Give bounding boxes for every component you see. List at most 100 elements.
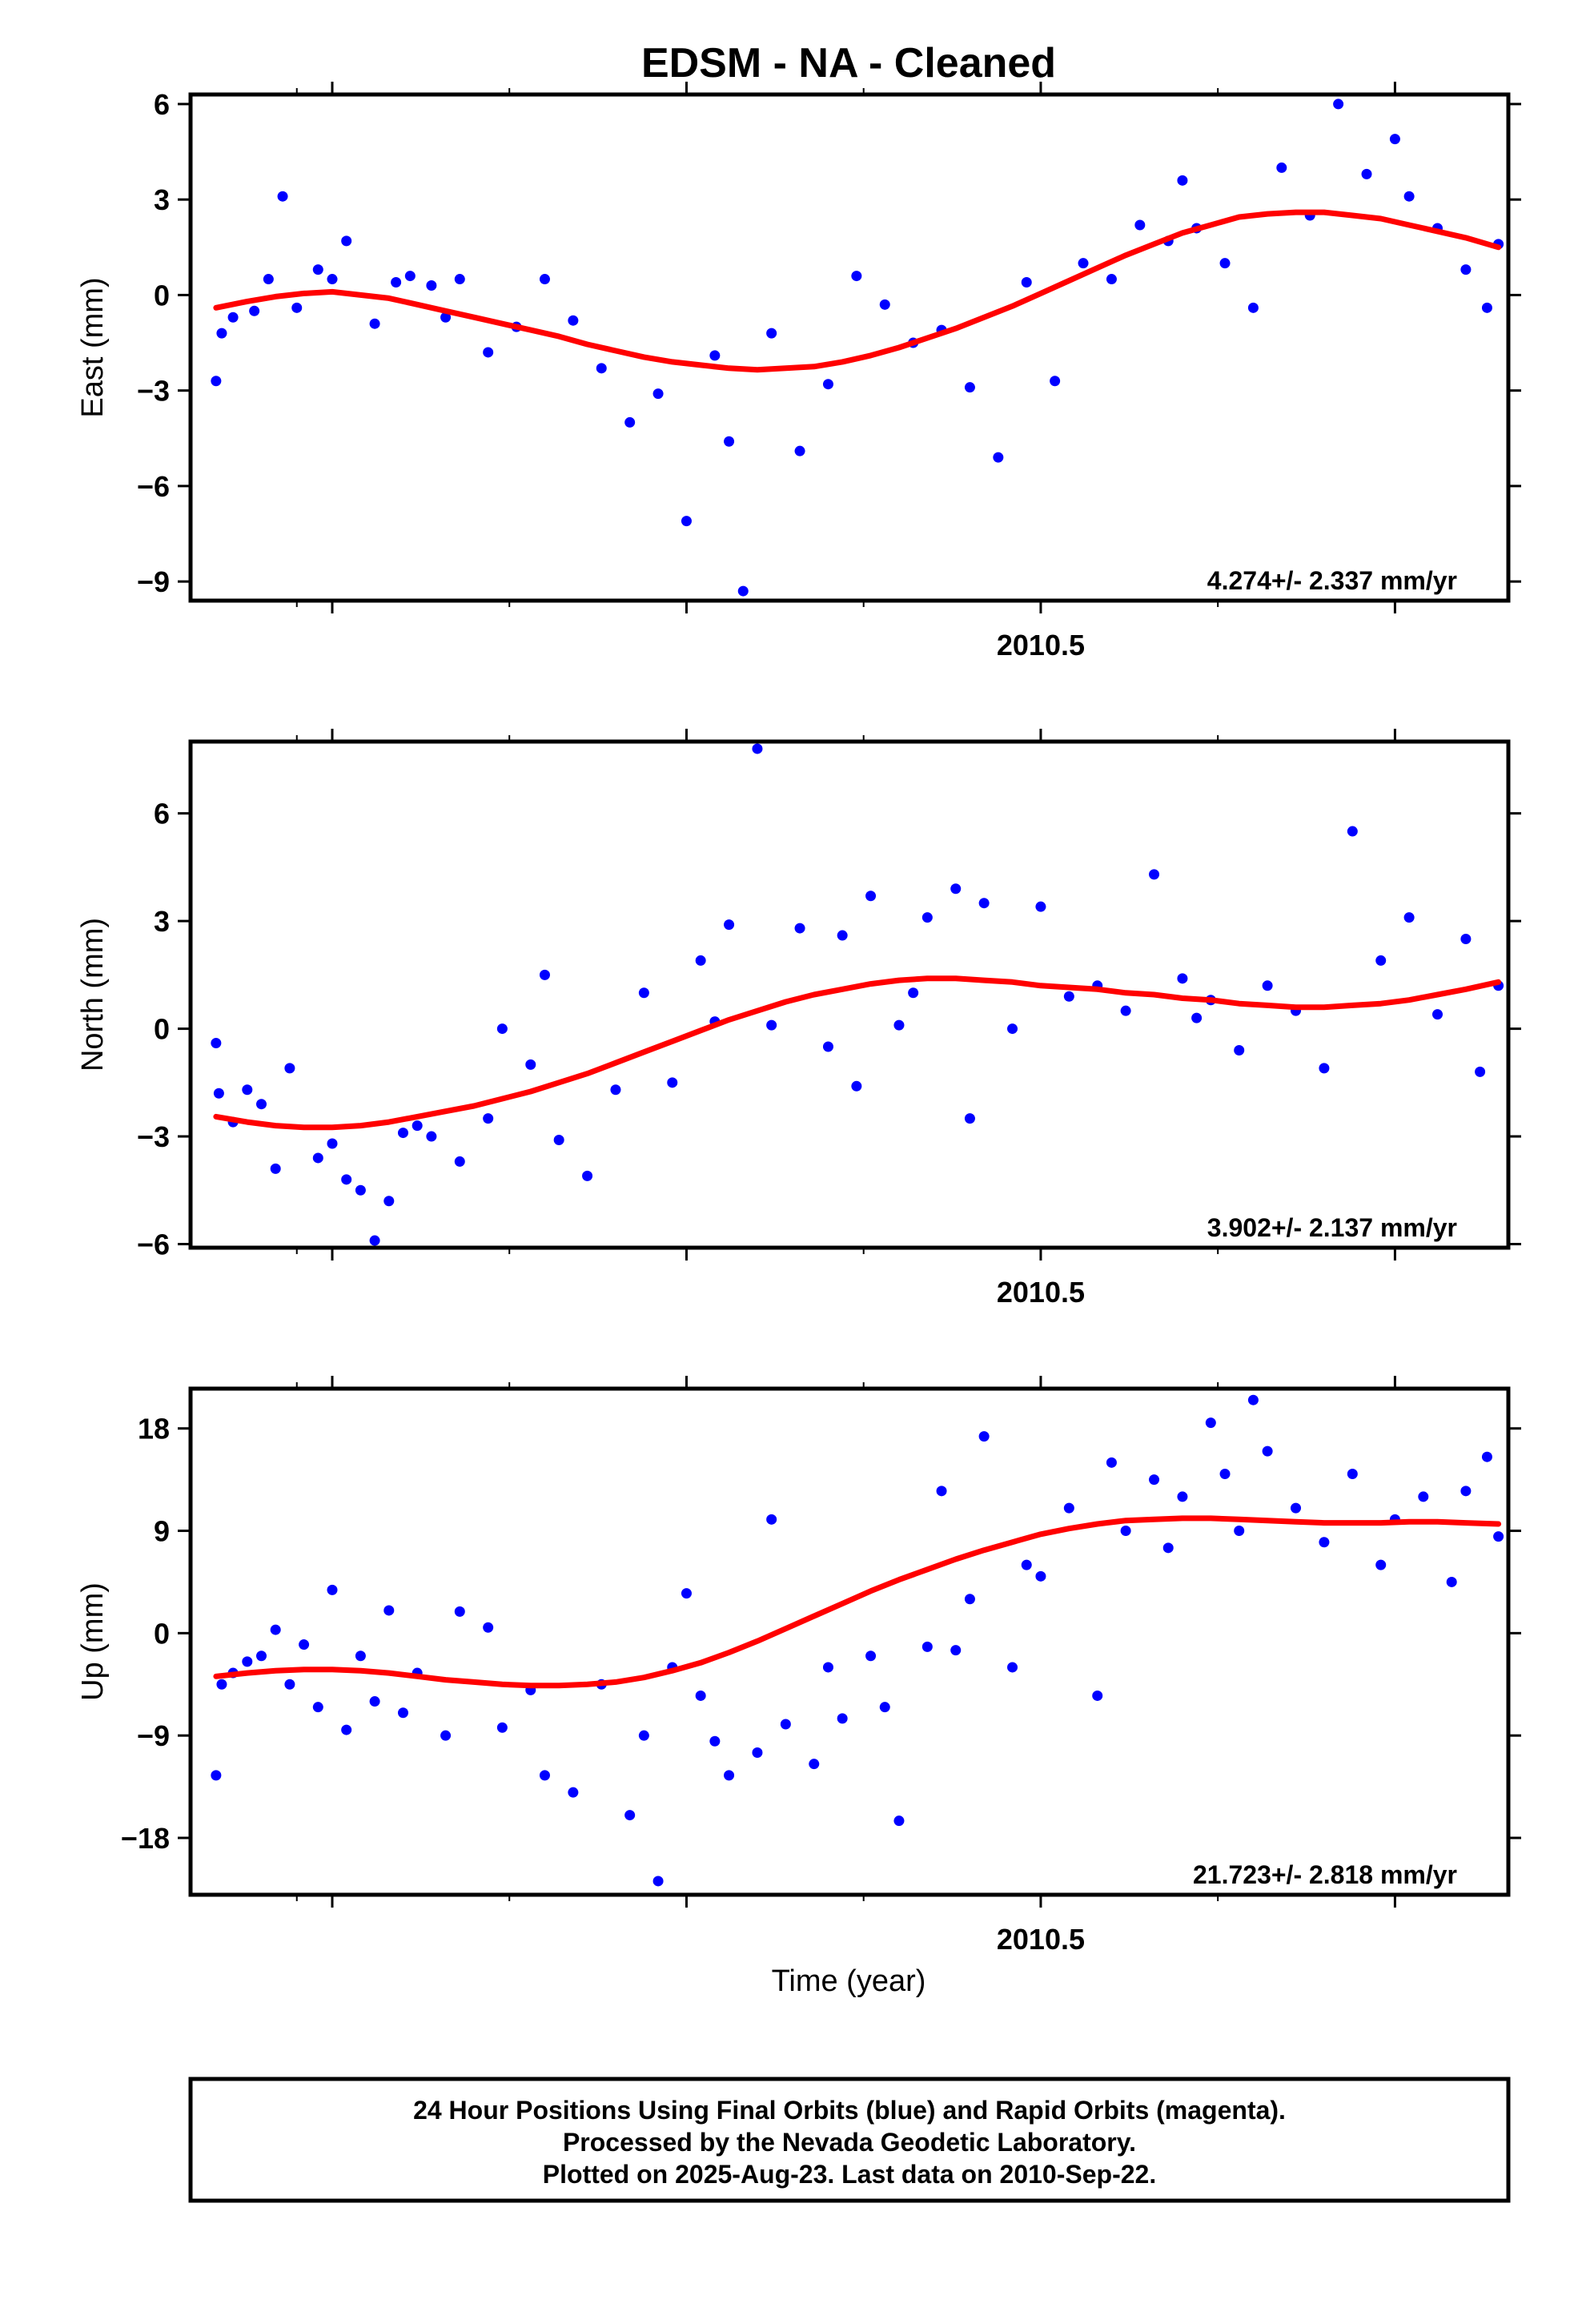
data-point [978, 1431, 990, 1442]
data-point [291, 302, 303, 313]
data-point [978, 898, 990, 909]
north-panel: −6 −3 0 3 6 2010.5 North (mm) 3.902+/- 2.137 mm… [76, 729, 1521, 1309]
data-point [1134, 219, 1146, 231]
data-point [1149, 1474, 1160, 1486]
data-point [1475, 1066, 1486, 1077]
data-point [496, 1722, 508, 1733]
data-point [709, 1735, 721, 1747]
velocity-rate-label: 4.274+/- 2.337 mm/yr [1207, 566, 1457, 595]
x-tick-label: 2010.5 [997, 629, 1085, 661]
data-point [766, 1514, 777, 1525]
data-point [213, 1088, 224, 1099]
data-point [277, 191, 288, 202]
data-point [695, 1690, 706, 1701]
data-point [227, 312, 239, 323]
data-point [249, 305, 260, 316]
data-point [724, 919, 735, 931]
data-point [1460, 934, 1472, 945]
data-point [1460, 1486, 1472, 1497]
data-point [667, 1077, 678, 1088]
y-axis-label: Up (mm) [76, 1582, 110, 1701]
data-point [341, 235, 352, 247]
data-point [1162, 1542, 1174, 1554]
data-point [1389, 134, 1400, 145]
data-point [1092, 1690, 1103, 1701]
data-point [695, 955, 706, 966]
y-axis-label: North (mm) [76, 918, 110, 1072]
data-point [1481, 302, 1492, 313]
data-point [780, 1719, 791, 1730]
data-point [809, 1759, 820, 1770]
data-point [1234, 1044, 1245, 1055]
data-point [837, 1713, 848, 1724]
footer-line-3: Plotted on 2025-Aug-23. Last data on 201… [543, 2160, 1156, 2189]
data-point [284, 1063, 295, 1074]
data-point [1177, 175, 1188, 186]
y-tick-label: −6 [137, 470, 170, 503]
data-point [211, 1038, 222, 1049]
data-point [851, 1080, 862, 1092]
data-point [964, 1594, 975, 1605]
data-point [440, 312, 452, 323]
data-point [216, 328, 227, 339]
data-point [1276, 162, 1287, 173]
data-point [496, 1023, 508, 1035]
data-point [1063, 991, 1074, 1002]
y-axis-label: East (mm) [76, 277, 110, 417]
data-point [211, 1770, 222, 1781]
data-point [341, 1724, 352, 1735]
data-point [1375, 955, 1387, 966]
data-point [752, 743, 763, 754]
data-point [1021, 277, 1032, 288]
data-point [766, 1019, 777, 1031]
plot-frame [188, 1386, 1511, 1897]
data-point [312, 1702, 323, 1713]
data-point [1234, 1526, 1245, 1537]
data-point [1035, 901, 1046, 912]
data-point [1078, 258, 1089, 269]
data-point [270, 1624, 281, 1635]
data-point [483, 347, 494, 358]
data-point [355, 1184, 366, 1196]
data-point [369, 318, 380, 329]
data-point [397, 1707, 408, 1719]
data-point [865, 891, 877, 902]
data-point [369, 1235, 380, 1246]
data-point [652, 1876, 664, 1887]
data-point [454, 1156, 465, 1167]
x-tick-label: 2010.5 [997, 1276, 1085, 1309]
data-point [1460, 264, 1472, 275]
data-point [1347, 1469, 1358, 1480]
velocity-rate-label: 21.723+/- 2.818 mm/yr [1193, 1860, 1457, 1889]
data-point [242, 1084, 253, 1096]
data-point [921, 912, 933, 923]
y-tick-label: 0 [154, 1617, 170, 1650]
data-point [1106, 1457, 1117, 1468]
data-point [1375, 1559, 1387, 1570]
data-point [404, 271, 416, 282]
data-point [1149, 869, 1160, 880]
model-fit-line [213, 975, 1502, 1131]
y-tick-label: −6 [137, 1228, 170, 1261]
data-point [724, 1770, 735, 1781]
data-point [211, 376, 222, 387]
data-point [1106, 274, 1117, 285]
data-point [964, 1113, 975, 1124]
data-point [1247, 302, 1259, 313]
data-point [752, 1747, 763, 1758]
data-point [1319, 1063, 1330, 1074]
data-point [1007, 1023, 1018, 1035]
data-point [1205, 1417, 1216, 1429]
y-tick-label: 3 [154, 183, 170, 216]
data-point [1347, 826, 1358, 837]
data-point [327, 1584, 338, 1595]
data-point [355, 1651, 366, 1662]
x-axis-label: Time (year) [772, 1964, 926, 1998]
data-point [822, 379, 833, 390]
data-point [299, 1639, 310, 1651]
data-point [1219, 1469, 1231, 1480]
data-point [1021, 1559, 1032, 1570]
data-point [539, 1770, 550, 1781]
data-point [950, 883, 962, 895]
